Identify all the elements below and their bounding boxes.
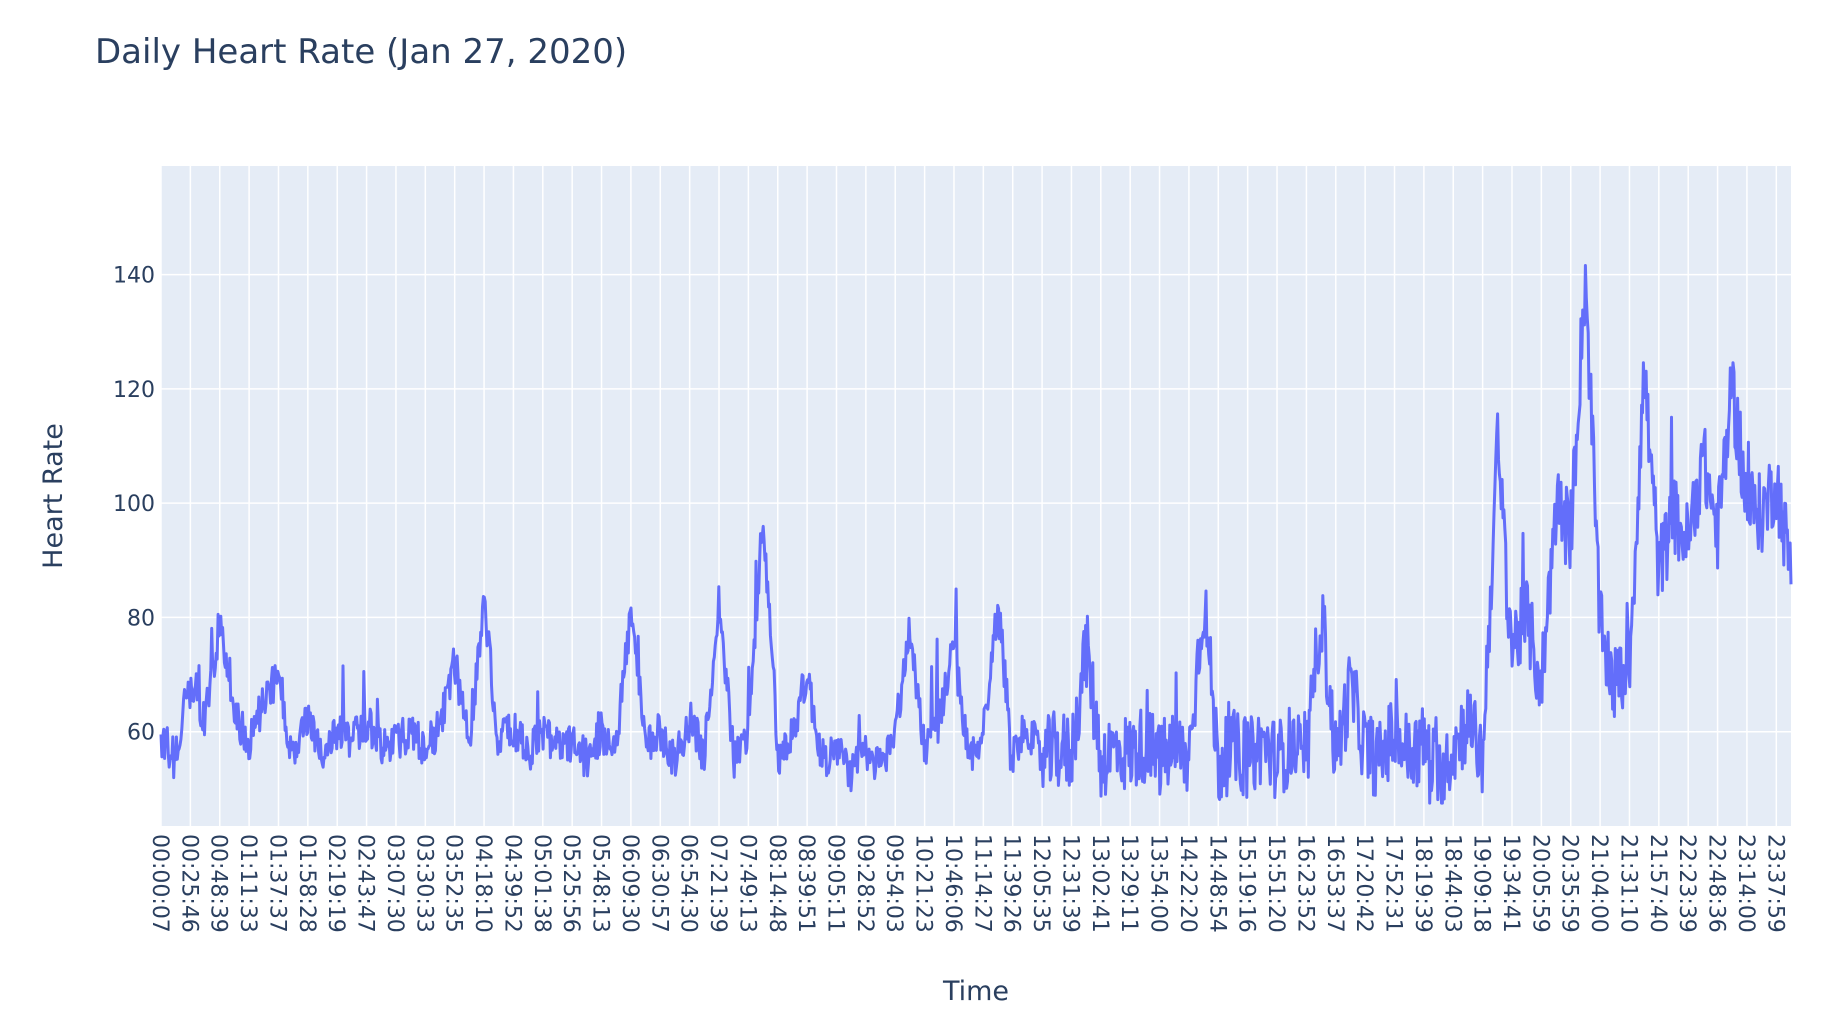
- x-tick-label: 13:02:41: [1087, 834, 1112, 933]
- x-tick-label: 01:37:37: [264, 834, 289, 933]
- x-tick-label: 09:54:03: [881, 834, 906, 933]
- x-tick-label: 13:29:11: [1116, 834, 1141, 933]
- x-tick-label: 09:28:52: [852, 834, 877, 933]
- x-tick-label: 12:31:39: [1057, 834, 1082, 933]
- x-tick-label: 03:52:35: [441, 834, 466, 933]
- x-tick-label: 10:46:06: [940, 834, 965, 933]
- x-tick-label: 14:48:54: [1204, 834, 1229, 933]
- x-tick-label: 09:05:11: [822, 834, 847, 933]
- x-tick-label: 21:57:40: [1645, 834, 1670, 933]
- x-tick-label: 20:05:59: [1527, 834, 1552, 933]
- x-tick-label: 07:21:39: [705, 834, 730, 933]
- y-tick-label: 140: [113, 264, 155, 289]
- x-tick-label: 23:37:59: [1762, 834, 1787, 933]
- x-tick-label: 03:30:33: [411, 834, 436, 933]
- y-tick-label: 80: [127, 606, 155, 631]
- x-tick-label: 05:01:38: [529, 834, 554, 933]
- x-tick-label: 08:39:51: [793, 834, 818, 933]
- x-tick-label: 17:52:31: [1381, 834, 1406, 933]
- x-tick-label: 10:21:23: [911, 834, 936, 933]
- x-tick-label: 00:25:46: [176, 834, 201, 933]
- x-tick-labels: 00:00:07 00:25:46 00:48:39 01:11:33 01:37:37…: [147, 834, 1787, 933]
- x-tick-label: 11:14:27: [969, 834, 994, 933]
- x-tick-label: 01:11:33: [235, 834, 260, 933]
- x-tick-label: 02:43:47: [353, 834, 378, 933]
- x-tick-label: 01:58:28: [294, 834, 319, 933]
- x-tick-label: 18:19:39: [1410, 834, 1435, 933]
- x-axis-title: Time: [942, 976, 1009, 1007]
- y-tick-label: 100: [113, 492, 155, 517]
- y-tick-label: 120: [113, 378, 155, 403]
- x-tick-label: 04:39:52: [499, 834, 524, 933]
- x-tick-label: 13:54:00: [1146, 834, 1171, 933]
- x-tick-label: 06:30:57: [646, 834, 671, 933]
- x-tick-label: 22:48:36: [1704, 834, 1729, 933]
- x-tick-label: 20:35:59: [1557, 834, 1582, 933]
- x-tick-label: 21:31:10: [1615, 834, 1640, 933]
- x-tick-label: 22:23:39: [1674, 834, 1699, 933]
- x-tick-label: 21:04:00: [1586, 834, 1611, 933]
- y-tick-label: 60: [127, 721, 155, 746]
- gridlines: [160, 166, 1791, 826]
- x-tick-label: 11:39:26: [999, 834, 1024, 933]
- x-tick-label: 15:51:20: [1263, 834, 1288, 933]
- x-tick-label: 18:44:03: [1439, 834, 1464, 933]
- plot-area: [161, 166, 1791, 826]
- chart-title: Daily Heart Rate (Jan 27, 2020): [95, 32, 627, 72]
- y-tick-labels: 60 80 100 120 140: [113, 264, 155, 746]
- x-tick-label: 16:53:37: [1322, 834, 1347, 933]
- x-tick-label: 17:20:42: [1351, 834, 1376, 933]
- x-tick-label: 12:05:35: [1028, 834, 1053, 933]
- x-tick-label: 16:23:52: [1292, 834, 1317, 933]
- x-tick-label: 05:25:56: [558, 834, 583, 933]
- x-tick-label: 05:48:13: [588, 834, 613, 933]
- x-tick-label: 00:48:39: [206, 834, 231, 933]
- x-tick-label: 19:34:41: [1498, 834, 1523, 933]
- x-tick-label: 08:14:48: [764, 834, 789, 933]
- x-tick-label: 06:54:30: [676, 834, 701, 933]
- heart-rate-line: [159, 264, 1793, 805]
- y-axis-title: Heart Rate: [38, 423, 69, 569]
- x-tick-label: 14:22:20: [1175, 834, 1200, 933]
- x-tick-label: 19:09:18: [1469, 834, 1494, 933]
- x-tick-label: 15:19:16: [1234, 834, 1259, 933]
- x-tick-label: 02:19:19: [323, 834, 348, 933]
- x-tick-label: 23:14:00: [1733, 834, 1758, 933]
- x-tick-label: 06:09:30: [617, 834, 642, 933]
- x-tick-label: 03:07:30: [382, 834, 407, 933]
- x-tick-label: 00:00:07: [147, 834, 172, 933]
- x-tick-label: 07:49:13: [734, 834, 759, 933]
- x-tick-label: 04:18:10: [470, 834, 495, 933]
